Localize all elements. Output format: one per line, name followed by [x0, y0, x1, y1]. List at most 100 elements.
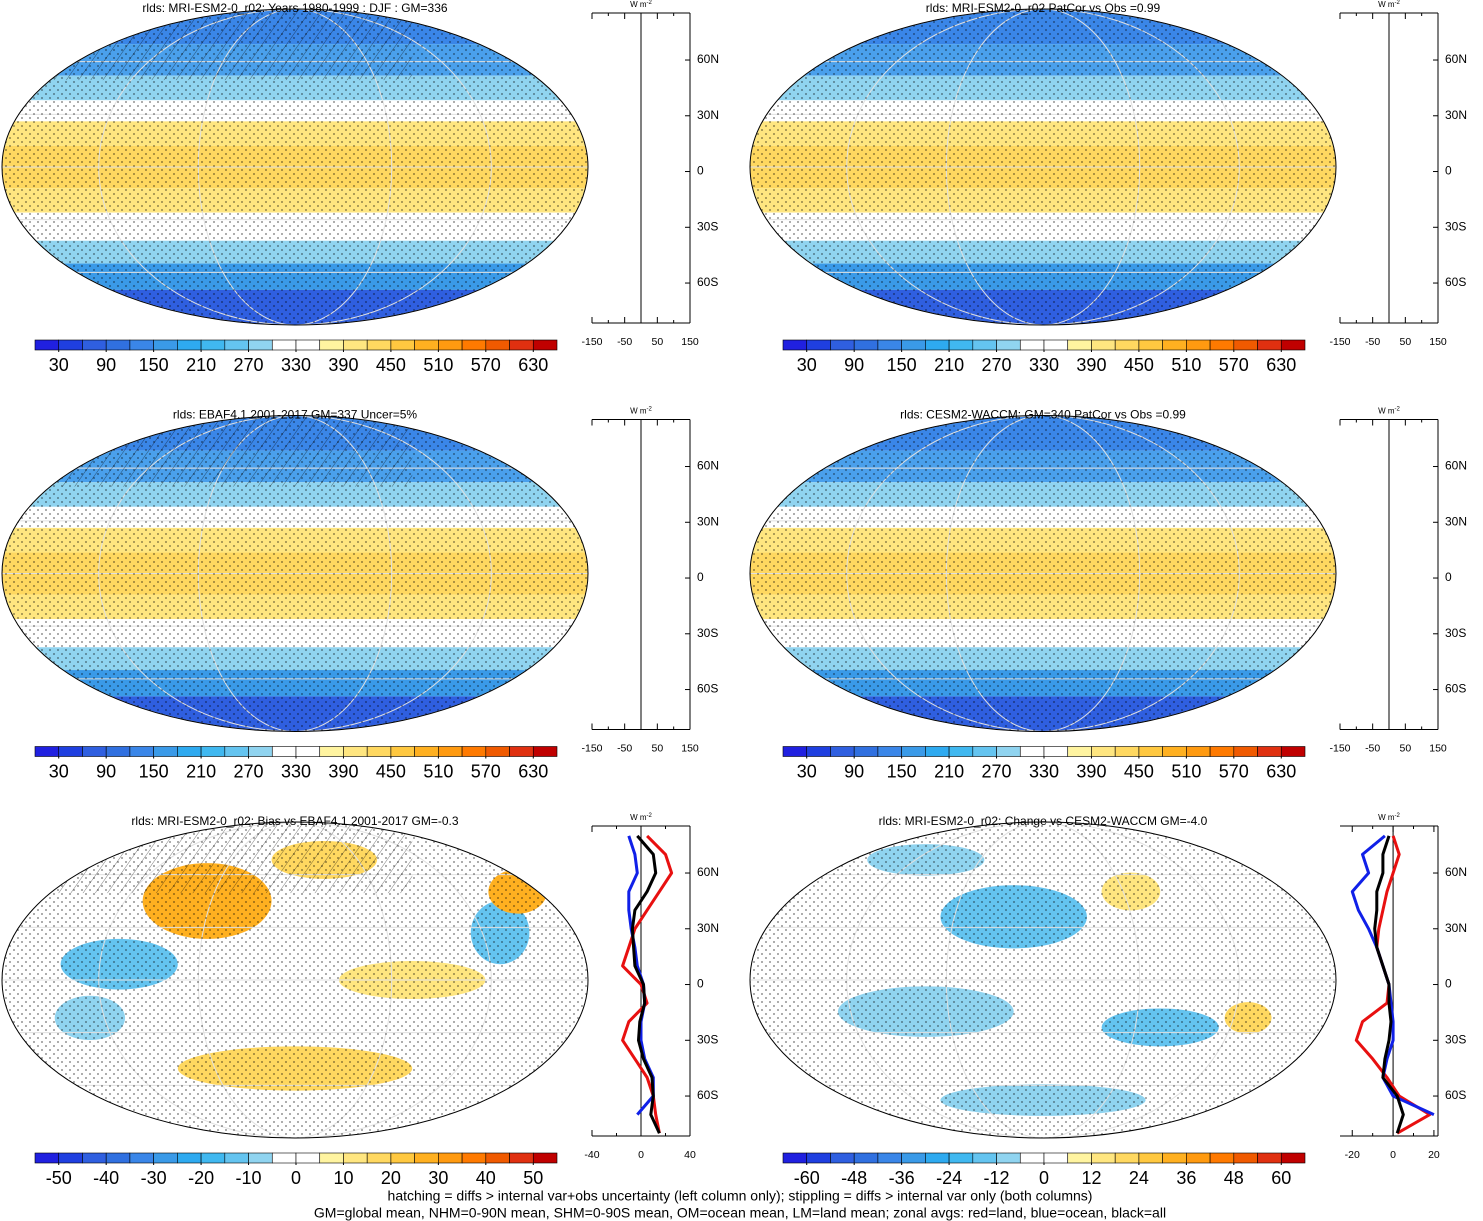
colorbar-box	[925, 339, 950, 351]
map	[2, 415, 588, 732]
colorbar-label: 450	[1124, 761, 1154, 781]
colorbar-label: 570	[471, 355, 501, 375]
colorbar-box	[200, 1152, 226, 1164]
colorbar-box	[129, 1152, 154, 1164]
colorbar-label: 270	[234, 355, 264, 375]
colorbar-box	[1186, 339, 1211, 351]
colorbar-box	[877, 339, 902, 351]
colorbar-label: 390	[1076, 355, 1106, 375]
colorbar-label: 510	[423, 355, 453, 375]
colorbar-box	[248, 746, 273, 757]
x-tick-label: 50	[651, 336, 663, 348]
colorbar-box	[853, 1152, 879, 1164]
colorbar-box	[1019, 339, 1045, 351]
colorbar-box	[830, 1152, 855, 1164]
colorbar-box	[1138, 746, 1163, 757]
colorbar-box	[1043, 746, 1069, 757]
colorbar-box	[830, 339, 855, 351]
colorbar-label: -20	[188, 1168, 214, 1188]
colorbar-box	[177, 1152, 202, 1164]
colorbar-box	[1091, 339, 1116, 351]
colorbar-box	[1091, 1152, 1116, 1164]
x-tick-label: -20	[1345, 1149, 1360, 1161]
colorbar-box	[972, 1152, 997, 1164]
lat-label: 0	[1445, 164, 1452, 178]
colorbar-label: 12	[1081, 1168, 1101, 1188]
unit-label: W m-2	[1378, 813, 1400, 823]
panel-title: rlds: MRI-ESM2-0_r02: Change vs CESM2-WA…	[879, 814, 1208, 828]
colorbar-label: 510	[1171, 355, 1201, 375]
colorbar-box	[1091, 746, 1116, 757]
lat-label: 30S	[697, 626, 718, 640]
colorbar-box	[82, 1152, 107, 1164]
stippling	[750, 822, 1336, 1138]
unit-label: W m-2	[630, 813, 652, 823]
colorbar-box	[105, 1152, 131, 1164]
colorbar-label: -10	[236, 1168, 262, 1188]
colorbar-box	[853, 746, 879, 757]
lat-label: 0	[697, 977, 704, 991]
colorbar-box	[1067, 1152, 1092, 1164]
colorbar-box	[901, 746, 926, 757]
colorbar-label: 20	[381, 1168, 401, 1188]
colorbar-label: -12	[984, 1168, 1010, 1188]
colorbar-box	[806, 1152, 831, 1164]
colorbar-box	[1114, 339, 1140, 351]
colorbar-label: 330	[281, 355, 311, 375]
unit-label: W m-2	[1378, 406, 1400, 416]
colorbar-box	[1019, 746, 1045, 757]
colorbar-box	[271, 746, 297, 757]
x-tick-label: 150	[1429, 742, 1447, 754]
colorbar-box	[58, 746, 83, 757]
colorbar-label: -48	[841, 1168, 867, 1188]
colorbar-box	[1209, 746, 1235, 757]
panel-title: rlds: MRI-ESM2-0_r02: Bias vs EBAF4.1 20…	[131, 814, 458, 828]
colorbar-box	[948, 339, 974, 351]
colorbar-box	[853, 339, 879, 351]
x-tick-label: -150	[1329, 742, 1350, 754]
colorbar-box	[485, 339, 510, 351]
x-tick-label: -150	[1329, 336, 1350, 348]
colorbar-box	[295, 339, 321, 351]
colorbar-label: 270	[234, 761, 264, 781]
unit-exponent: -2	[647, 813, 653, 819]
colorbar-box	[806, 339, 831, 351]
colorbar-box	[343, 339, 368, 351]
map-outline	[749, 8, 1337, 326]
colorbar-box	[129, 339, 154, 351]
colorbar-box	[105, 339, 131, 351]
lat-label: 60N	[1445, 459, 1467, 473]
colorbar-label: 450	[376, 761, 406, 781]
lat-label: 60N	[697, 459, 719, 473]
map-outline	[1, 8, 589, 326]
colorbar-box	[782, 1152, 808, 1164]
colorbar-box	[343, 746, 368, 757]
lat-label: 30S	[1445, 1032, 1466, 1046]
colorbar-box	[1114, 746, 1140, 757]
x-tick-label: 50	[1399, 742, 1411, 754]
colorbar-box	[295, 1152, 321, 1164]
colorbar-box	[782, 746, 808, 757]
colorbar-label: 390	[328, 761, 358, 781]
x-tick-label: 50	[651, 742, 663, 754]
colorbar-label: -60	[794, 1168, 820, 1188]
colorbar-box	[366, 339, 392, 351]
unit-label: W m-2	[630, 0, 652, 9]
colorbar-box	[390, 746, 415, 757]
colorbar-label: -36	[889, 1168, 915, 1188]
colorbar-box	[224, 339, 249, 351]
colorbar-label: 10	[333, 1168, 353, 1188]
colorbar-box	[532, 1152, 558, 1164]
x-tick-label: -150	[581, 336, 602, 348]
lat-label: 60S	[1445, 682, 1466, 696]
colorbar-box	[1280, 746, 1306, 757]
x-tick-label: 0	[1390, 1149, 1396, 1161]
colorbar-box	[390, 1152, 415, 1164]
colorbar-box	[830, 746, 855, 757]
colorbar-box	[972, 339, 997, 351]
colorbar-label: 90	[844, 761, 864, 781]
colorbar-label: 210	[934, 355, 964, 375]
colorbar-label: 210	[186, 355, 216, 375]
panel-title: rlds: CESM2-WACCM: GM=340 PatCor vs Obs …	[900, 408, 1186, 422]
